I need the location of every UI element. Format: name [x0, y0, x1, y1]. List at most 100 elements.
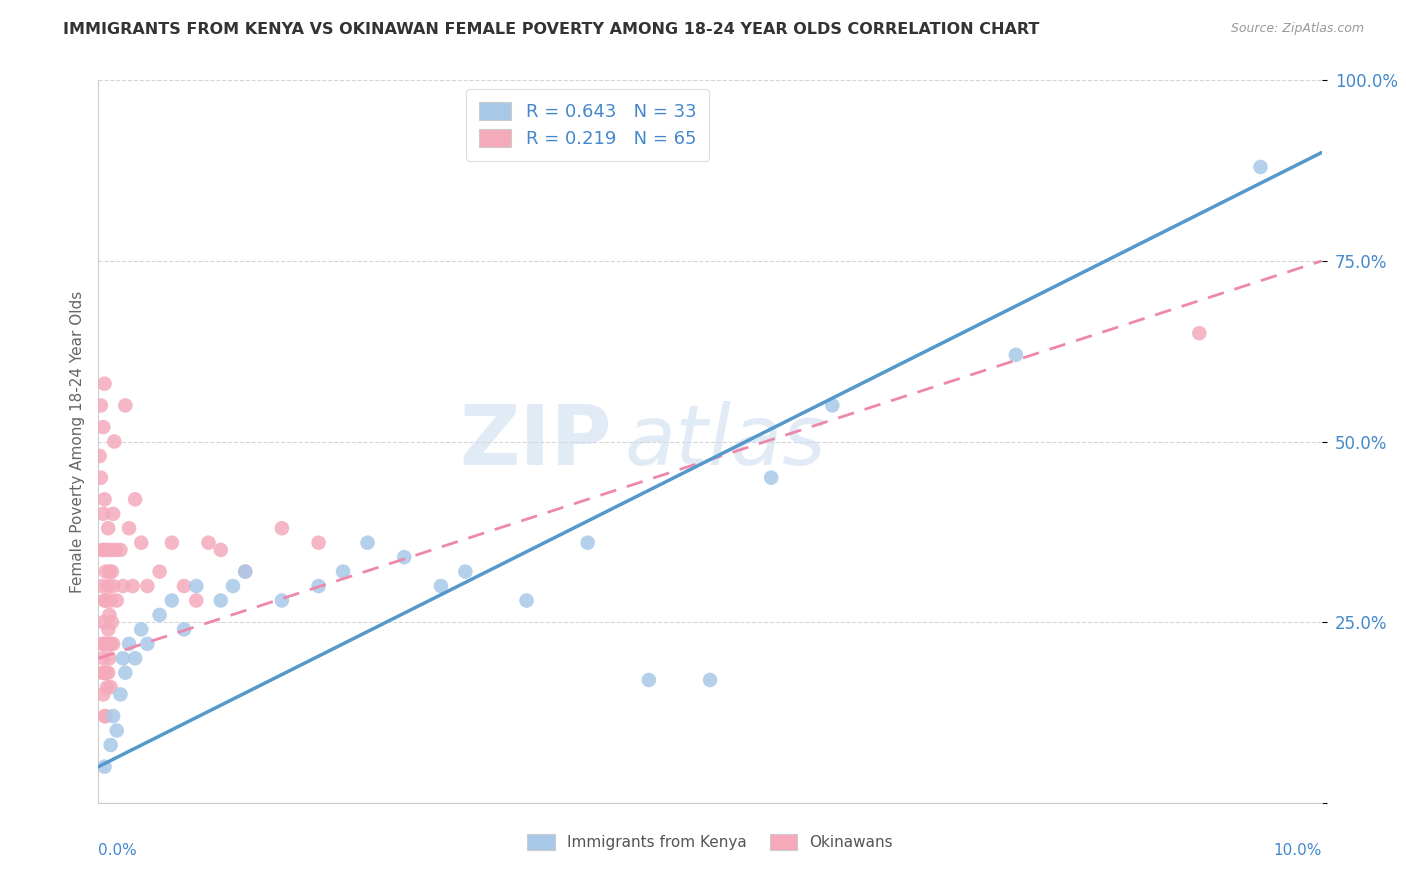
Point	[111, 651, 134, 665]
Point	[100, 738, 122, 752]
Point	[105, 593, 128, 607]
Point	[93, 376, 115, 391]
Point	[430, 579, 453, 593]
Point	[93, 492, 115, 507]
Point	[97, 521, 120, 535]
Point	[96, 593, 118, 607]
Point	[110, 687, 132, 701]
Point	[100, 680, 122, 694]
Point	[101, 615, 124, 630]
Point	[1004, 348, 1026, 362]
Point	[104, 542, 127, 557]
Point	[209, 593, 232, 607]
Point	[118, 521, 141, 535]
Point	[101, 507, 124, 521]
Point	[270, 593, 294, 607]
Point	[91, 615, 114, 630]
Text: IMMIGRANTS FROM KENYA VS OKINAWAN FEMALE POVERTY AMONG 18-24 YEAR OLDS CORRELATI: IMMIGRANTS FROM KENYA VS OKINAWAN FEMALE…	[63, 22, 1039, 37]
Point	[1188, 326, 1211, 341]
Point	[332, 565, 354, 579]
Point	[233, 565, 256, 579]
Point	[101, 709, 124, 723]
Point	[114, 398, 136, 412]
Point	[356, 535, 378, 549]
Point	[93, 760, 115, 774]
Point	[100, 593, 122, 607]
Point	[91, 651, 114, 665]
Point	[173, 623, 195, 637]
Point	[98, 651, 121, 665]
Point	[100, 542, 122, 557]
Point	[270, 521, 294, 535]
Point	[94, 709, 117, 723]
Point	[90, 471, 112, 485]
Text: 10.0%: 10.0%	[1274, 843, 1322, 857]
Point	[94, 665, 117, 680]
Point	[121, 579, 143, 593]
Point	[93, 637, 115, 651]
Point	[94, 565, 117, 579]
Y-axis label: Female Poverty Among 18-24 Year Olds: Female Poverty Among 18-24 Year Olds	[69, 291, 84, 592]
Point	[129, 535, 152, 549]
Point	[222, 579, 245, 593]
Text: 0.0%: 0.0%	[98, 843, 138, 857]
Point	[392, 550, 416, 565]
Point	[94, 593, 117, 607]
Point	[93, 665, 115, 680]
Point	[761, 471, 783, 485]
Point	[97, 623, 120, 637]
Point	[136, 637, 159, 651]
Point	[101, 579, 124, 593]
Point	[103, 434, 125, 449]
Point	[105, 723, 128, 738]
Point	[149, 565, 172, 579]
Point	[576, 535, 599, 549]
Point	[124, 651, 146, 665]
Point	[93, 593, 115, 607]
Point	[100, 637, 122, 651]
Point	[91, 579, 114, 593]
Point	[93, 542, 115, 557]
Point	[233, 565, 256, 579]
Point	[91, 542, 114, 557]
Point	[97, 579, 120, 593]
Point	[1250, 160, 1272, 174]
Point	[516, 593, 538, 607]
Point	[89, 449, 111, 463]
Point	[118, 637, 141, 651]
Point	[97, 665, 120, 680]
Point	[209, 542, 232, 557]
Point	[129, 623, 152, 637]
Point	[149, 607, 172, 622]
Text: Source: ZipAtlas.com: Source: ZipAtlas.com	[1230, 22, 1364, 36]
Point	[160, 593, 183, 607]
Point	[91, 420, 114, 434]
Point	[93, 709, 115, 723]
Point	[186, 593, 208, 607]
Point	[136, 579, 159, 593]
Legend: Immigrants from Kenya, Okinawans: Immigrants from Kenya, Okinawans	[522, 829, 898, 856]
Point	[90, 398, 112, 412]
Point	[160, 535, 183, 549]
Point	[110, 542, 132, 557]
Point	[111, 579, 134, 593]
Point	[96, 637, 118, 651]
Point	[821, 398, 844, 412]
Point	[91, 507, 114, 521]
Point	[91, 665, 114, 680]
Point	[91, 687, 114, 701]
Point	[186, 579, 208, 593]
Point	[454, 565, 477, 579]
Point	[98, 607, 121, 622]
Point	[101, 565, 124, 579]
Text: atlas: atlas	[624, 401, 827, 482]
Point	[96, 542, 118, 557]
Point	[637, 673, 661, 687]
Point	[114, 665, 136, 680]
Point	[124, 492, 146, 507]
Point	[308, 535, 330, 549]
Point	[308, 579, 330, 593]
Point	[173, 579, 195, 593]
Point	[699, 673, 721, 687]
Point	[101, 637, 124, 651]
